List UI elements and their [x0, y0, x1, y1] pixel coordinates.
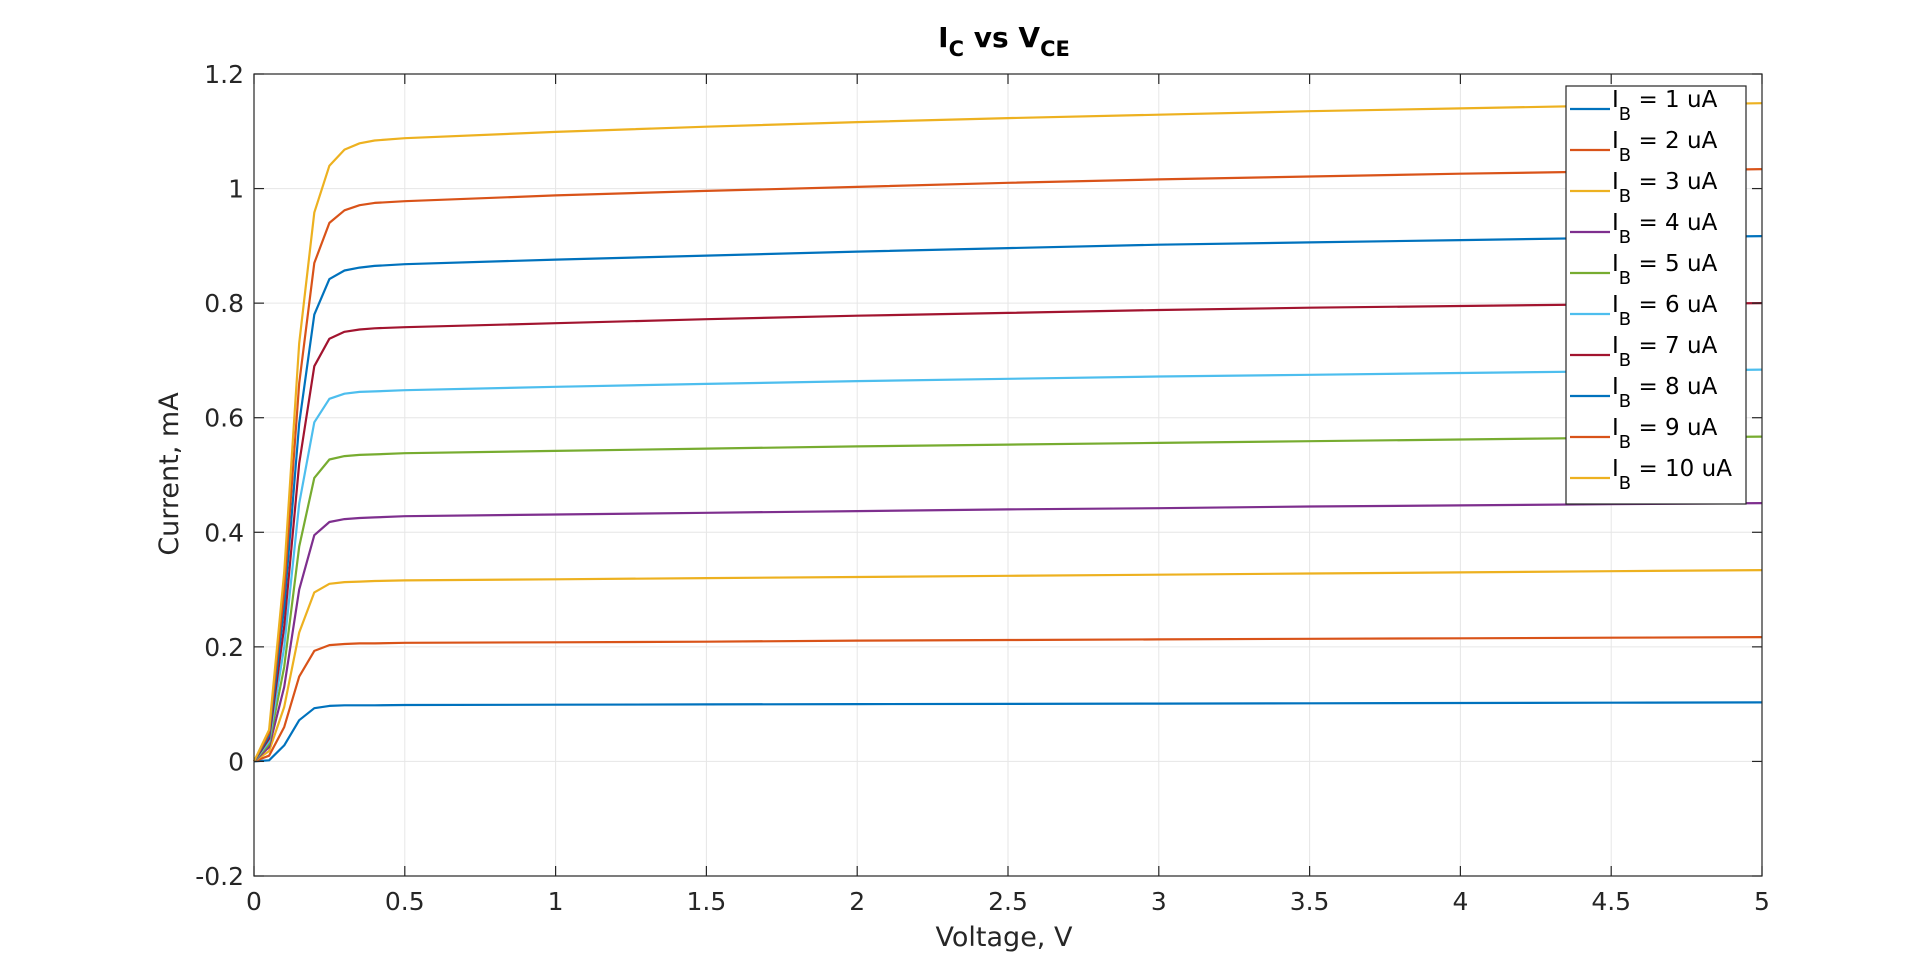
x-tick-label: 5: [1754, 887, 1770, 916]
x-tick-label: 1.5: [687, 887, 727, 916]
x-tick-label: 0.5: [385, 887, 425, 916]
series-line-4: [253, 502, 1763, 763]
grid: [254, 74, 1762, 876]
y-axis-label: Current, mA: [154, 392, 185, 556]
x-tick-label: 2: [849, 887, 865, 916]
legend-entry: IB = 8 uA: [1612, 374, 1718, 412]
x-tick-label: 0: [246, 887, 262, 916]
y-tick-label: 0.2: [204, 633, 244, 662]
x-tick-labels: 0 0.5 1 1.5 2 2.5 3 3.5 4 4.5 5: [246, 887, 1770, 916]
series-line-9: [253, 168, 1763, 762]
x-tick-label: 2.5: [988, 887, 1028, 916]
y-tick-label: 1: [228, 175, 244, 204]
title-middle: vs V: [964, 21, 1040, 54]
legend-box: [1565, 85, 1747, 505]
series-line-8: [253, 235, 1763, 762]
title-mid-subscript: CE: [1040, 37, 1070, 61]
legend-entry: IB = 1 uA: [1612, 87, 1718, 125]
legend-entry: IB = 4 uA: [1612, 210, 1718, 248]
y-tick-label: 0: [228, 747, 244, 776]
legend-entry: IB = 5 uA: [1612, 251, 1718, 289]
x-tick-label: 3: [1151, 887, 1167, 916]
series-line-5: [253, 435, 1763, 763]
series-line-1: [253, 701, 1763, 763]
series-line-10: [253, 102, 1763, 762]
title-main: I: [938, 21, 948, 54]
legend-entry: IB = 9 uA: [1612, 415, 1718, 453]
title-main-subscript: C: [949, 37, 964, 61]
legend-entry: IB = 10 uA: [1612, 456, 1732, 494]
axis-ticks: [253, 73, 1763, 877]
series-line-2: [253, 635, 1763, 763]
series-line-6: [253, 368, 1763, 763]
y-tick-label: 0.6: [204, 404, 244, 433]
series-lines: [253, 102, 1763, 763]
y-tick-label: 0.4: [204, 518, 244, 547]
y-tick-label: 1.2: [204, 60, 244, 89]
legend-entry: IB = 7 uA: [1612, 333, 1718, 371]
x-tick-label: 1: [548, 887, 564, 916]
x-tick-label: 4: [1452, 887, 1468, 916]
x-axis-label: Voltage, V: [936, 922, 1073, 953]
series-line-7: [253, 302, 1763, 763]
series-line-3: [253, 569, 1763, 763]
y-tick-labels: -0.2 0 0.2 0.4 0.6 0.8 1 1.2: [195, 60, 244, 891]
x-tick-label: 3.5: [1290, 887, 1330, 916]
y-tick-label: 0.8: [204, 289, 244, 318]
legend-entry: IB = 6 uA: [1612, 292, 1718, 330]
x-tick-label: 4.5: [1591, 887, 1631, 916]
legend-entry: IB = 3 uA: [1612, 169, 1718, 207]
chart-title: IC vs VCE: [938, 21, 1070, 61]
legend-entry: IB = 2 uA: [1612, 128, 1718, 166]
y-tick-label: -0.2: [195, 862, 244, 891]
